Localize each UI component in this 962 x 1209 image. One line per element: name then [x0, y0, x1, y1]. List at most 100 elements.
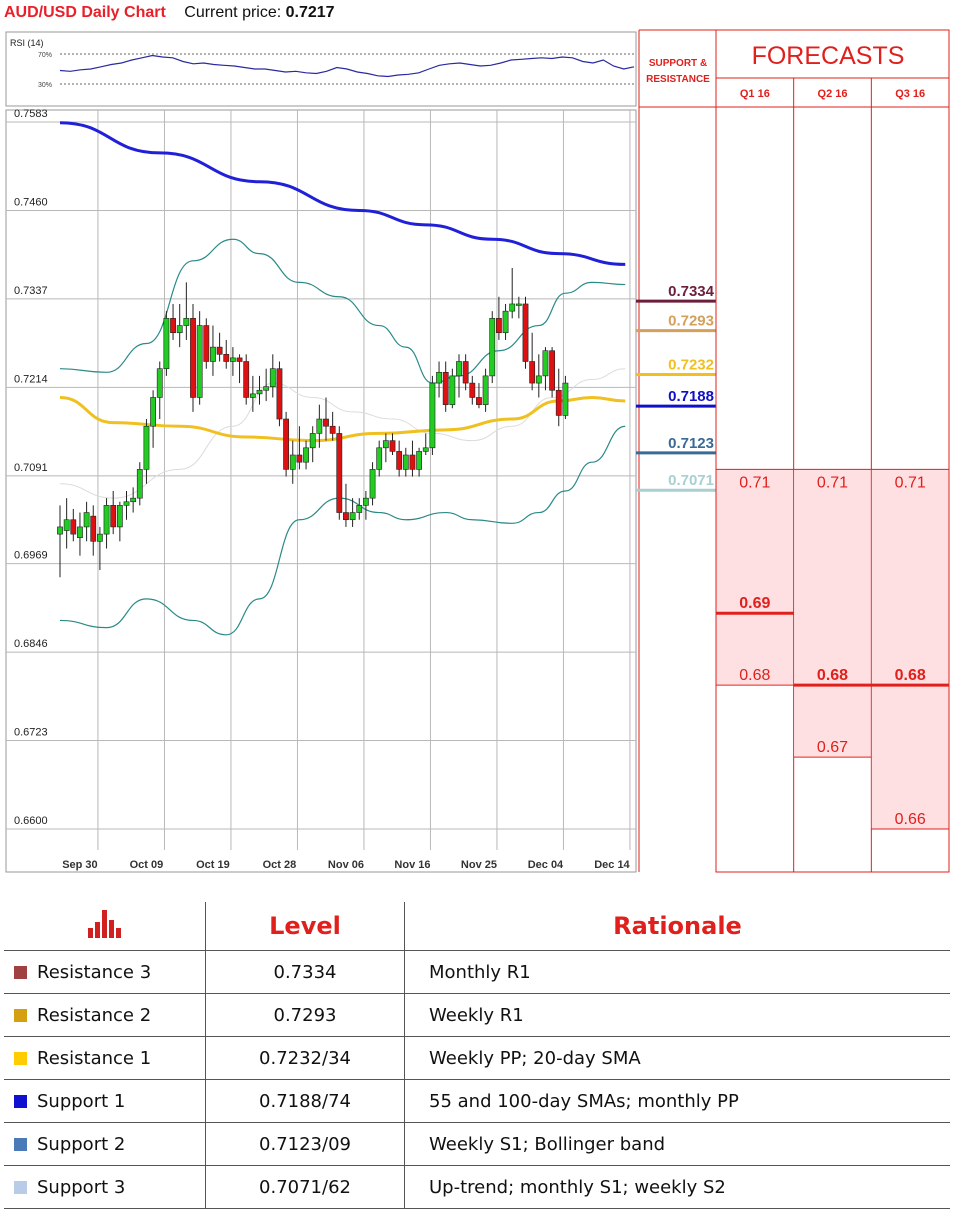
candle-body-down: [442, 371, 449, 405]
current-price-label: Current price:: [184, 4, 282, 21]
candle-body-up: [57, 526, 63, 535]
candle: [196, 311, 203, 405]
candle-body-down: [469, 382, 476, 398]
y-tick-label: 0.7337: [14, 285, 48, 297]
sr-level-value: 0.7123: [668, 435, 714, 452]
y-tick-label: 0.7091: [14, 462, 48, 474]
forecast-range-band: [794, 469, 871, 758]
rsi-panel: RSI (14) 70% 30%: [5, 31, 637, 107]
level-name: Support 2: [37, 1133, 126, 1155]
candle-body-up: [482, 375, 489, 405]
candle-body-down: [336, 433, 343, 513]
candle: [276, 361, 283, 427]
candle: [90, 505, 97, 556]
y-tick-label: 0.6846: [14, 638, 48, 650]
sr-level-value: 0.7334: [668, 283, 715, 300]
levels-table-row: Resistance 1 0.7232/34 Weekly PP; 20-day S…: [4, 1036, 950, 1080]
candle-body-down: [170, 318, 176, 334]
candle-body-down: [203, 325, 210, 362]
level-rationale: 55 and 100-day SMAs; monthly PP: [404, 1079, 950, 1123]
y-tick-label: 0.6723: [14, 727, 48, 739]
level-value: 0.7123/09: [205, 1122, 405, 1166]
candle-body-down: [243, 361, 250, 398]
bollinger-middle-line: [59, 368, 626, 499]
candle-body-up: [123, 501, 130, 506]
level-color-swatch: [14, 965, 27, 979]
candle: [150, 390, 156, 448]
candle: [203, 318, 210, 369]
candle: [77, 512, 83, 556]
candle-body-up: [249, 393, 256, 398]
candle-body-down: [462, 361, 469, 384]
forecast-quarter-label: Q3 16: [895, 88, 925, 100]
candle: [249, 375, 256, 412]
candle-body-up: [116, 505, 123, 528]
forecast-range-band: [716, 469, 794, 686]
level-value: 0.7232/34: [205, 1036, 405, 1080]
candle-body-up: [143, 425, 150, 470]
candle: [522, 296, 529, 369]
candle: [123, 490, 130, 520]
candle-body-up: [362, 497, 369, 506]
candle-body-up: [176, 325, 183, 334]
candle: [296, 426, 303, 470]
table-icon-cell: [4, 902, 206, 951]
y-tick-label: 0.7214: [14, 373, 48, 385]
candle-body-up: [542, 350, 549, 377]
y-tick-label: 0.7583: [14, 108, 48, 120]
candle-body-down: [522, 303, 529, 362]
x-tick-label: Nov 06: [328, 859, 364, 871]
candle-body-up: [230, 357, 236, 362]
candle-body-down: [223, 354, 230, 362]
candle-body-down: [555, 389, 562, 416]
sr-header-line2: RESISTANCE: [646, 74, 710, 85]
candle-body-up: [97, 533, 103, 542]
candle: [469, 375, 476, 405]
candle: [535, 354, 542, 398]
level-name-cell: Support 3: [4, 1165, 206, 1209]
sr-level-value: 0.7232: [668, 356, 714, 373]
candle: [183, 282, 190, 340]
level-name-cell: Support 2: [4, 1122, 206, 1166]
level-color-swatch: [14, 1180, 27, 1194]
forecast-high-value: 0.71: [895, 474, 926, 491]
candle: [562, 375, 569, 420]
forecast-high-value: 0.71: [817, 474, 848, 491]
candle-body-up: [429, 382, 436, 449]
candle-body-up: [136, 469, 143, 499]
level-name: Resistance 2: [37, 1004, 152, 1026]
candle: [476, 383, 482, 409]
candle-body-down: [495, 318, 502, 334]
candle-body-down: [296, 454, 303, 463]
candle: [116, 501, 123, 542]
level-color-swatch: [14, 1137, 27, 1151]
rsi-label: RSI (14): [10, 38, 44, 48]
candle-body-up: [369, 469, 376, 499]
level-name: Resistance 1: [37, 1047, 152, 1069]
candle: [422, 433, 429, 456]
forecast-low-value: 0.67: [817, 739, 848, 756]
candle: [143, 419, 150, 484]
candle-body-up: [150, 397, 156, 427]
candle-body-down: [236, 357, 243, 362]
forecast-mid-value: 0.68: [817, 667, 848, 684]
level-name: Support 1: [37, 1090, 126, 1112]
bollinger-upper-band: [59, 238, 626, 384]
candle-body-up: [263, 386, 270, 391]
candle-body-up: [489, 318, 496, 377]
candle-body-up: [156, 368, 163, 398]
candle: [163, 311, 170, 376]
x-tick-label: Oct 19: [196, 859, 230, 871]
candle: [462, 354, 469, 391]
candle: [456, 354, 462, 398]
candle-body-up: [356, 505, 363, 513]
candle: [442, 361, 449, 412]
candle: [323, 397, 329, 441]
candle: [489, 311, 496, 384]
candle: [336, 426, 343, 520]
levels-table-header: Level Rationale: [4, 902, 950, 951]
candle-body-up: [515, 303, 522, 306]
level-rationale: Weekly PP; 20-day SMA: [404, 1036, 950, 1080]
x-tick-label: Oct 28: [263, 859, 297, 871]
candle-body-up: [449, 375, 456, 405]
